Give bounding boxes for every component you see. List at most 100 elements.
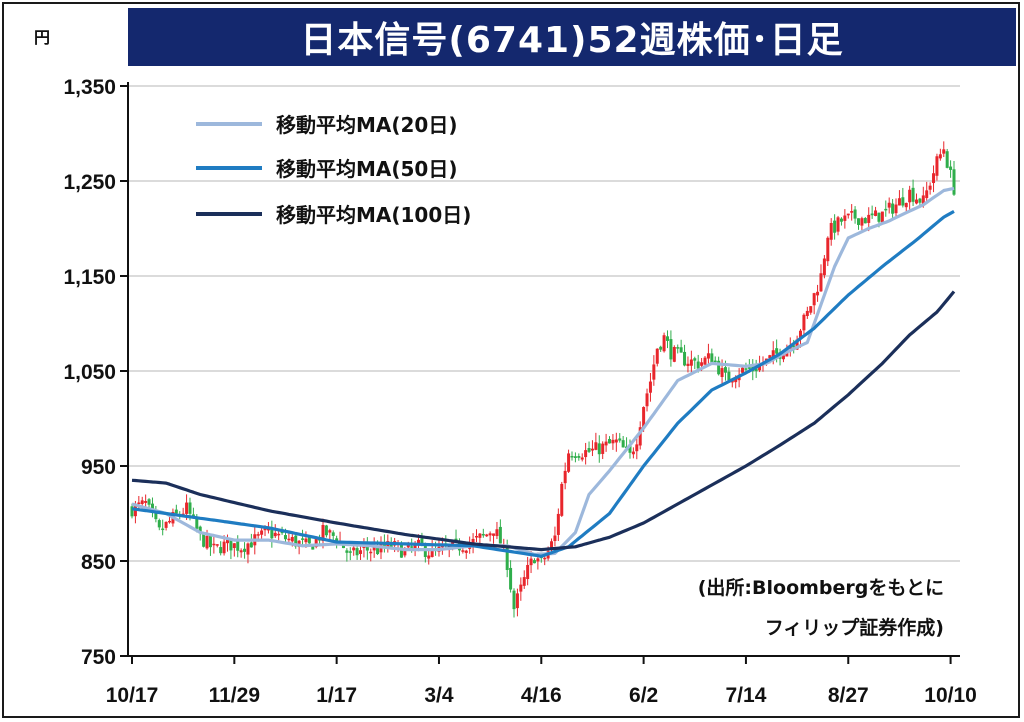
candle-body	[420, 538, 424, 546]
candle-body	[372, 546, 376, 551]
candle-body	[359, 550, 363, 554]
candle-body	[754, 368, 758, 372]
candle-body	[833, 220, 837, 233]
candle-body	[185, 502, 189, 514]
candle-body	[693, 358, 697, 361]
candle-body	[488, 533, 492, 536]
candle-body	[403, 548, 407, 556]
candle-body	[553, 535, 557, 541]
candle-body	[229, 538, 233, 551]
legend-label-ma100: 移動平均MA(100日)	[276, 203, 471, 227]
candle-body	[543, 557, 547, 560]
candle-body	[771, 350, 775, 358]
candle-body	[427, 555, 431, 559]
candle-body	[191, 514, 195, 517]
candle-body	[758, 364, 762, 371]
candle-body	[283, 535, 287, 540]
candle-body	[676, 347, 680, 349]
candle-body	[270, 530, 274, 539]
candle-body	[348, 551, 352, 553]
candle-body	[314, 538, 318, 548]
ma100-line	[131, 290, 956, 552]
candle-body	[150, 503, 154, 512]
candle-body	[706, 353, 710, 359]
candle-body	[669, 339, 673, 360]
candle-body	[747, 367, 751, 369]
candle-body	[703, 357, 707, 365]
axis-layer: 750 850 950 1,050 1,150 1,250 1,350 10/17 11/29 1…	[63, 76, 976, 707]
x-tick-label: 8/27	[828, 684, 869, 707]
candle-body	[860, 218, 864, 226]
candle-body	[587, 448, 591, 452]
candle-body	[260, 530, 264, 535]
candle-body	[417, 539, 421, 544]
candle-body	[492, 533, 496, 536]
candle-body	[601, 443, 605, 454]
candle-body	[665, 336, 669, 341]
candle-body	[243, 548, 247, 552]
candle-body	[904, 202, 908, 208]
candle-body	[642, 407, 646, 429]
candle-body	[744, 368, 748, 370]
candle-body	[130, 506, 134, 517]
candle-body	[509, 567, 513, 590]
candle-body	[164, 521, 168, 528]
candle-body	[208, 535, 212, 548]
candle-body	[413, 544, 417, 550]
candle-body	[212, 543, 216, 546]
candle-body	[809, 306, 813, 313]
y-unit-label: 円	[34, 28, 51, 47]
candle-body	[689, 359, 693, 366]
candle-body	[645, 393, 649, 407]
y-tick-label: 850	[81, 551, 116, 574]
candle-body	[604, 441, 608, 446]
candle-body	[850, 211, 854, 213]
candle-body	[867, 214, 871, 223]
candle-body	[590, 448, 594, 451]
candle-body	[945, 151, 949, 168]
candle-body	[362, 546, 366, 549]
candle-body	[532, 560, 536, 564]
candle-body	[168, 520, 172, 523]
candle-body	[249, 542, 253, 548]
candle-body	[908, 189, 912, 203]
candle-body	[246, 543, 250, 555]
candle-body	[710, 353, 714, 363]
candle-body	[352, 547, 356, 551]
legend: 移動平均MA(20日) 移動平均MA(50日) 移動平均MA(100日)	[196, 113, 471, 227]
candle-body	[877, 212, 881, 222]
candle-body	[573, 456, 577, 458]
candle-body	[399, 545, 403, 558]
source-line-2: フィリップ証券作成)	[765, 616, 944, 639]
candle-body	[894, 204, 898, 214]
candle-body	[345, 550, 349, 553]
candle-body	[447, 545, 451, 549]
candle-body	[495, 529, 499, 537]
candle-body	[369, 551, 373, 554]
candle-body	[154, 509, 158, 520]
candle-body	[301, 538, 305, 540]
candle-body	[792, 345, 796, 348]
candle-body	[628, 444, 632, 453]
candle-body	[679, 347, 683, 353]
candle-body	[655, 348, 659, 364]
candle-body	[932, 173, 936, 184]
candle-body	[618, 438, 622, 441]
candle-body	[734, 378, 738, 383]
candle-body	[795, 339, 799, 350]
candle-body	[891, 203, 895, 214]
candle-body	[928, 185, 932, 190]
candle-body	[853, 209, 857, 219]
candle-body	[485, 534, 489, 537]
candle-body	[536, 558, 540, 562]
candle-body	[526, 564, 530, 580]
candle-body	[410, 546, 414, 548]
candle-body	[498, 526, 502, 544]
candle-body	[215, 544, 219, 546]
candle-body	[304, 538, 308, 543]
candle-body	[294, 535, 298, 547]
chart-title: 日本信号(6741)52週株価･日足	[128, 8, 1016, 66]
candle-body	[880, 211, 884, 224]
candle-body	[307, 536, 311, 544]
candle-body	[614, 439, 618, 443]
